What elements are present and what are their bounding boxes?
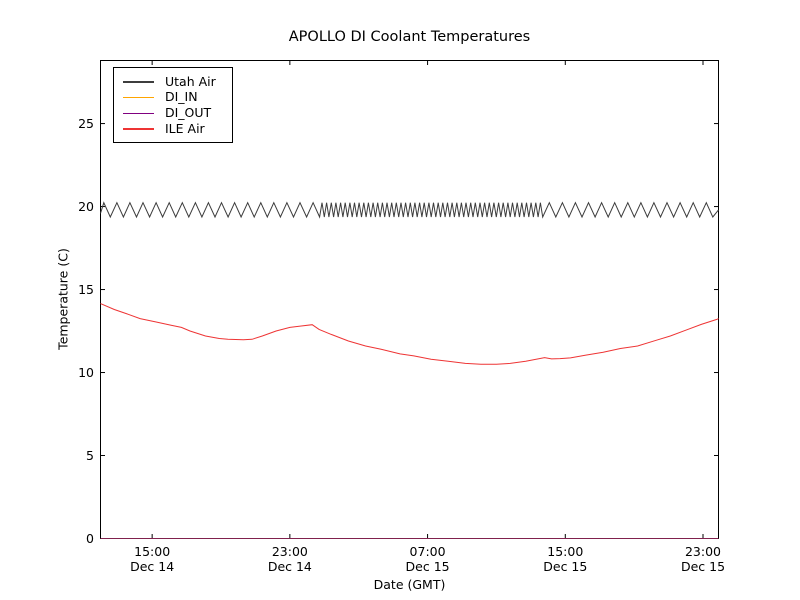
x-tick-label-date: Dec 15 [406, 559, 450, 574]
legend-item: DI_IN [123, 90, 232, 106]
legend-item: DI_OUT [123, 106, 232, 122]
legend-item: ILE Air [123, 121, 232, 137]
x-tick-label-time: 15:00 [547, 544, 583, 559]
series-line-utah-air [100, 201, 719, 219]
legend-line-swatch [123, 128, 154, 131]
x-tick-label-date: Dec 14 [130, 559, 174, 574]
legend: Utah Air DI_IN DI_OUT ILE Air [113, 67, 233, 144]
y-tick-label: 25 [78, 116, 94, 131]
x-tick-label-time: 23:00 [272, 544, 308, 559]
x-tick-label-time: 15:00 [134, 544, 170, 559]
x-tick-label-date: Dec 15 [543, 559, 587, 574]
y-tick-label: 15 [78, 282, 94, 297]
y-tick-label: 20 [78, 199, 94, 214]
y-tick-label: 0 [86, 531, 94, 546]
x-tick-label-time: 23:00 [685, 544, 721, 559]
y-tick-label: 10 [78, 365, 94, 380]
x-tick-label-date: Dec 15 [681, 559, 725, 574]
x-tick-label-time: 07:00 [410, 544, 446, 559]
y-tick-label: 5 [86, 448, 94, 463]
chart-title: APOLLO DI Coolant Temperatures [288, 29, 531, 45]
legend-line-swatch [123, 96, 154, 99]
legend-label: DI_IN [165, 89, 198, 105]
legend-line-swatch [123, 81, 154, 83]
legend-label: Utah Air [165, 73, 216, 89]
legend-label: DI_OUT [165, 105, 212, 121]
legend-line-swatch [123, 112, 154, 115]
x-axis-label: Date (GMT) [373, 577, 446, 592]
series-line-ile-air [100, 303, 719, 365]
legend-label: ILE Air [165, 121, 205, 137]
x-tick-label-date: Dec 14 [268, 559, 312, 574]
legend-item: Utah Air [123, 74, 232, 90]
